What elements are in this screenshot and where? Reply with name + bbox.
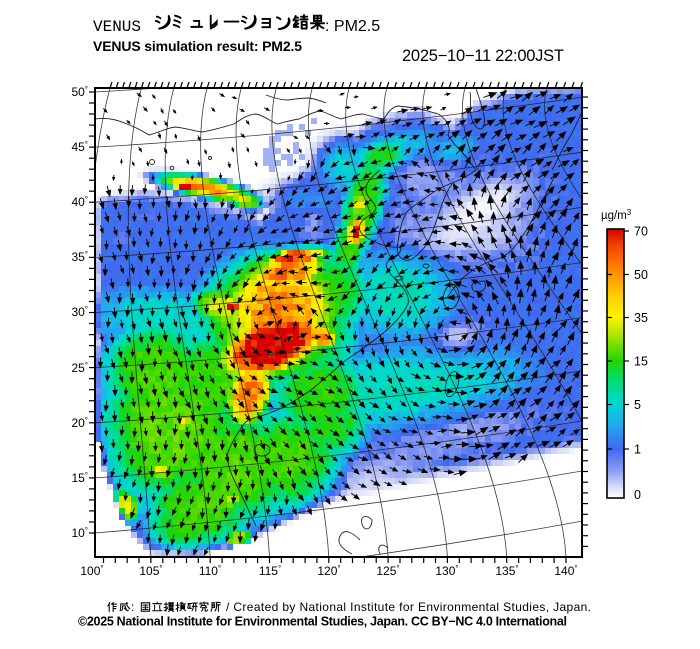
- svg-text:VENUS: VENUS: [93, 18, 141, 36]
- svg-text:2025−10−11 22:00JST: 2025−10−11 22:00JST: [402, 47, 564, 65]
- svg-text:VENUS simulation result: PM2.5: VENUS simulation result: PM2.5: [93, 38, 302, 54]
- svg-text:: PM2.5: : PM2.5: [325, 18, 380, 35]
